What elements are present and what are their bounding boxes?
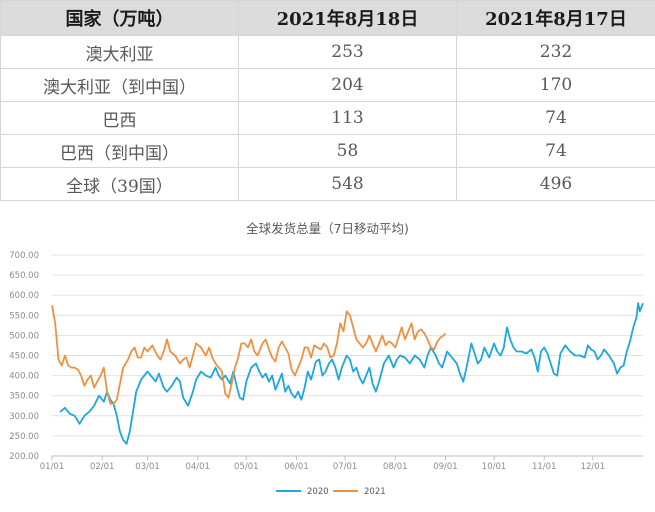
cell-value: 253 [238, 35, 457, 69]
cell-country: 澳大利亚（到中国） [0, 68, 239, 102]
table-row: 澳大利亚 253 232 [0, 35, 655, 69]
header-date-2: 2021年8月17日 [456, 0, 655, 36]
series-line-2020 [59, 302, 644, 445]
cell-value: 232 [456, 35, 655, 69]
cell-value: 74 [456, 134, 655, 168]
x-tick-label: 05/01 [234, 462, 259, 472]
header-country: 国家（万吨） [0, 0, 239, 36]
cell-value: 548 [238, 167, 457, 201]
x-tick-label: 04/01 [185, 462, 210, 472]
cell-value: 204 [238, 68, 457, 102]
table-header-row: 国家（万吨） 2021年8月18日 2021年8月17日 [0, 0, 655, 36]
x-tick-label: 11/01 [532, 462, 557, 472]
header-date-1: 2021年8月18日 [238, 0, 457, 36]
y-tick-label: 600.00 [9, 291, 39, 301]
x-tick-label: 12/01 [581, 462, 606, 472]
y-tick-label: 350.00 [9, 392, 39, 402]
y-tick-label: 500.00 [9, 331, 39, 341]
cell-value: 74 [456, 101, 655, 135]
cell-country: 全球（39国） [0, 167, 239, 201]
x-tick-label: 09/01 [433, 462, 458, 472]
series-line-2021 [51, 305, 447, 405]
y-tick-label: 700.00 [9, 251, 39, 261]
shipment-table: 国家（万吨） 2021年8月18日 2021年8月17日 澳大利亚 253 23… [0, 0, 655, 201]
x-tick-label: 01/01 [40, 462, 65, 472]
line-chart: 200.00 250.00 300.00 350.00 400.00 450.00 500.… [9, 251, 644, 497]
x-tick-label: 03/01 [135, 462, 160, 472]
chart-area: 200.00 250.00 300.00 350.00 400.00 450.00 500.… [0, 204, 655, 512]
x-tick-label: 07/01 [333, 462, 358, 472]
legend-label-2020: 2020 [307, 487, 329, 497]
x-tick-label: 02/01 [90, 462, 115, 472]
y-tick-label: 650.00 [9, 271, 39, 281]
cell-value: 58 [238, 134, 457, 168]
y-tick-label: 400.00 [9, 372, 39, 382]
cell-value: 113 [238, 101, 457, 135]
cell-country: 澳大利亚 [0, 35, 239, 69]
table-row: 巴西 113 74 [0, 101, 655, 135]
y-tick-label: 200.00 [9, 452, 39, 462]
table-row: 巴西（到中国） 58 74 [0, 134, 655, 168]
table-row: 全球（39国） 548 496 [0, 167, 655, 201]
cell-country: 巴西（到中国） [0, 134, 239, 168]
x-tick-label: 08/01 [383, 462, 408, 472]
cell-country: 巴西 [0, 101, 239, 135]
chart-title: 全球发货总量（7日移动平均) [246, 221, 409, 236]
x-tick-label: 10/01 [482, 462, 507, 472]
cell-value: 496 [456, 167, 655, 201]
legend-label-2021: 2021 [364, 487, 386, 497]
table-row: 澳大利亚（到中国） 204 170 [0, 68, 655, 102]
y-tick-label: 250.00 [9, 432, 39, 442]
y-tick-label: 550.00 [9, 311, 39, 321]
x-tick-label: 06/01 [284, 462, 309, 472]
y-tick-label: 450.00 [9, 352, 39, 362]
cell-value: 170 [456, 68, 655, 102]
y-tick-label: 300.00 [9, 412, 39, 422]
